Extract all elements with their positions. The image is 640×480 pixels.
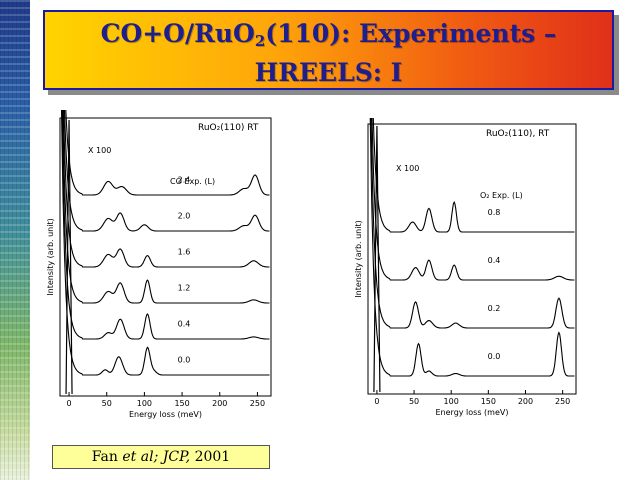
spectrum-line-1-1 — [370, 118, 575, 329]
hreels-co-exposure-chart: 0 50 100 150 200 250 Energy loss (meV) Intensit… — [46, 110, 272, 419]
series-label: 2.4 — [178, 175, 191, 184]
x-tick-label: 150 — [481, 397, 496, 406]
x-tick-label: 100 — [137, 399, 152, 408]
plot-frame — [367, 123, 577, 395]
x-tick-label: 150 — [174, 399, 189, 408]
elastic-peak-line — [65, 119, 73, 395]
series-label: 2.0 — [178, 211, 191, 220]
x-axis-label: Energy loss (meV) — [129, 410, 202, 419]
spectrum-line-0-2 — [62, 110, 270, 304]
y-axis-label: Intensity (arb. unit) — [46, 218, 55, 295]
exposure-header: CO Exp. (L) — [170, 177, 215, 186]
magnification-label: X 100 — [88, 146, 111, 155]
slide-title-line-2: HREELS: I — [254, 58, 403, 87]
series-label: 0.8 — [488, 208, 501, 217]
x-tick-label: 200 — [518, 397, 533, 406]
x-tick-label: 250 — [250, 399, 265, 408]
sample-label: RuO₂(110), RT — [486, 129, 550, 139]
slide-title-line-1: CO+O/RuO2(110): Experiments – — [100, 19, 557, 50]
x-tick-label: 50 — [409, 397, 419, 406]
x-tick-label: 200 — [212, 399, 227, 408]
series-label: 0.0 — [178, 355, 191, 364]
citation-box: Fan et al; JCP, 2001 — [52, 445, 270, 469]
exposure-header: O₂ Exp. (L) — [480, 191, 523, 200]
spectrum-line-0-5 — [65, 110, 270, 196]
x-tick-label: 0 — [66, 399, 71, 408]
slide-title-banner: CO+O/RuO2(110): Experiments – HREELS: I — [43, 10, 614, 90]
spectrum-line-0-4 — [63, 110, 270, 232]
series-label: 1.6 — [178, 247, 191, 256]
sample-label: RuO₂(110) RT — [198, 123, 259, 133]
x-tick-label: 50 — [102, 399, 112, 408]
spectrum-line-0-0 — [60, 110, 270, 376]
hreels-o2-exposure-chart: 0 50 100 150 200 250 Energy loss (meV) Intensit… — [354, 118, 577, 417]
spectrum-line-1-0 — [369, 118, 575, 377]
y-axis-label: Intensity (arb. unit) — [354, 220, 363, 297]
x-tick-label: 250 — [555, 397, 570, 406]
x-tick-label: 100 — [444, 397, 459, 406]
x-axis-label: Energy loss (meV) — [436, 408, 509, 417]
spectrum-line-1-2 — [371, 118, 575, 281]
x-tick-label: 0 — [374, 397, 379, 406]
series-label: 0.2 — [488, 304, 501, 313]
plot-frame — [59, 117, 272, 397]
series-label: 0.4 — [178, 319, 191, 328]
series-label: 0.0 — [488, 352, 501, 361]
series-label: 0.4 — [488, 256, 501, 265]
decorative-side-strip — [0, 0, 30, 480]
magnification-label: X 100 — [396, 164, 419, 173]
spectrum-line-0-3 — [62, 110, 270, 268]
spectrum-line-0-1 — [61, 110, 270, 340]
spectrum-line-1-3 — [372, 118, 575, 233]
series-label: 1.2 — [178, 283, 191, 292]
